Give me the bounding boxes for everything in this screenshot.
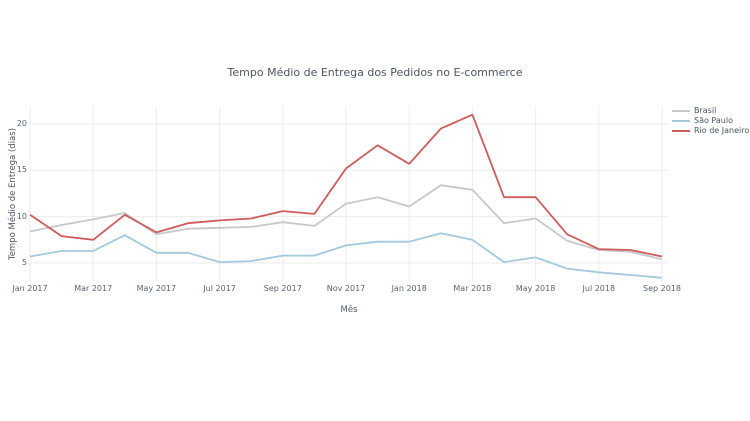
x-tick-label: Nov 2017	[326, 284, 366, 293]
x-tick-label: Sep 2018	[643, 284, 681, 293]
legend-label: Brasil	[694, 106, 717, 115]
legend-line-swatch	[672, 110, 690, 112]
series-line-rio-de-janeiro	[29, 113, 663, 258]
legend-item-rio-de-janeiro[interactable]: Rio de Janeiro	[672, 126, 749, 136]
chart-title: Tempo Médio de Entrega dos Pedidos no E-…	[227, 66, 523, 79]
x-tick-label: May 2018	[515, 284, 556, 293]
x-tick-label: Jan 2017	[12, 284, 48, 293]
x-tick-label: Mar 2017	[74, 284, 113, 293]
legend: Brasil São Paulo Rio de Janeiro	[672, 106, 749, 136]
y-tick-label: 5	[21, 258, 27, 267]
y-tick-label: 15	[16, 165, 27, 175]
legend-label: São Paulo	[694, 116, 733, 125]
x-axis-title: Mês	[340, 305, 358, 315]
x-tick-label: Sep 2017	[263, 284, 302, 293]
x-tick-label: Mar 2018	[453, 284, 492, 293]
x-tick-label: Jan 2018	[391, 284, 427, 293]
y-tick-label: 20	[16, 118, 27, 128]
legend-label: Rio de Janeiro	[694, 126, 750, 135]
legend-line-swatch	[672, 130, 690, 132]
x-tick-label: Jul 2018	[582, 284, 616, 293]
series-line-sao-paulo	[29, 232, 663, 279]
y-tick-label: 10	[16, 211, 27, 221]
x-tick-label: Jul 2017	[203, 284, 236, 293]
legend-item-brasil[interactable]: Brasil	[672, 106, 749, 116]
legend-item-sao-paulo[interactable]: São Paulo	[672, 116, 749, 126]
x-tick-label: May 2017	[136, 284, 177, 293]
legend-line-swatch	[672, 120, 690, 122]
